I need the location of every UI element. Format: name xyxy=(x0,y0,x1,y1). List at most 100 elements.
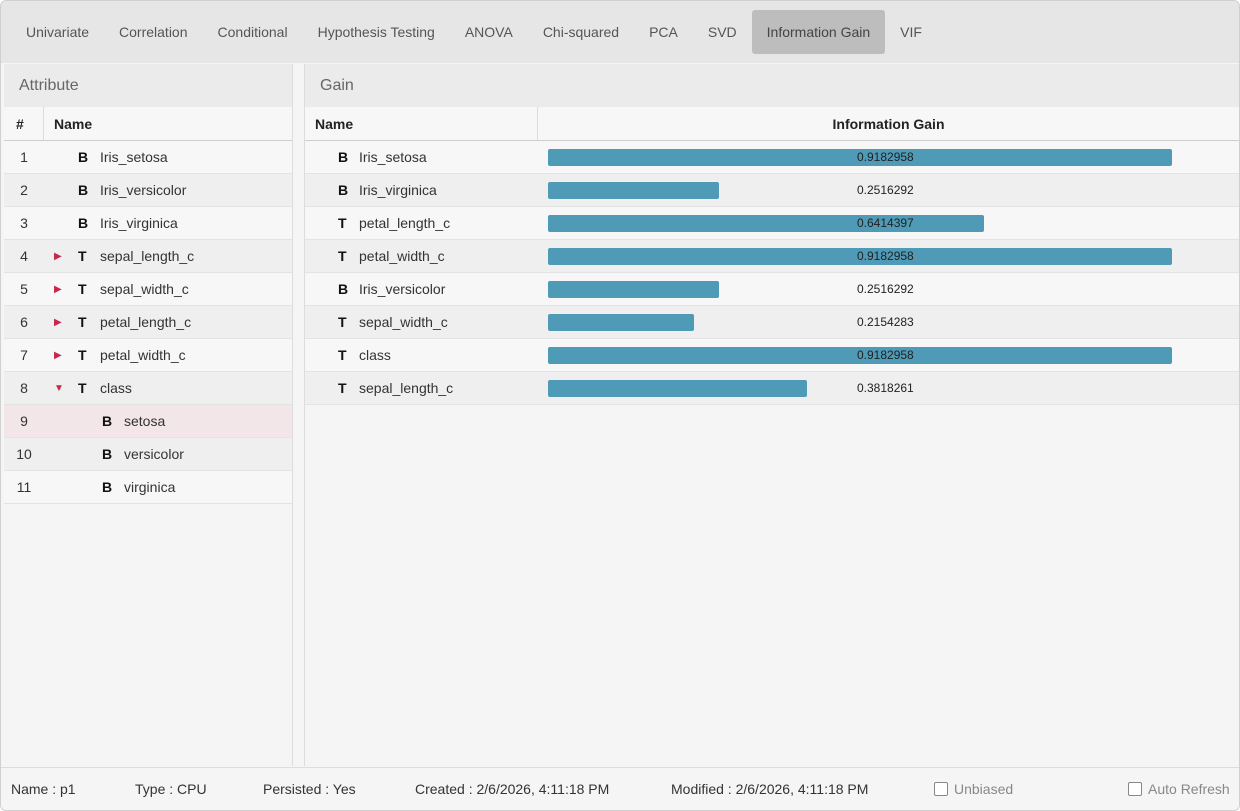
column-header-name[interactable]: Name xyxy=(305,107,538,140)
auto-refresh-checkbox[interactable]: Auto Refresh xyxy=(1128,781,1230,797)
auto-refresh-label: Auto Refresh xyxy=(1148,781,1230,797)
unbiased-checkbox[interactable]: Unbiased xyxy=(934,781,1013,797)
gain-bar-track xyxy=(548,347,1173,364)
attribute-type-badge: T xyxy=(78,281,87,297)
gain-row[interactable]: B Iris_versicolor 0.2516292 xyxy=(305,273,1239,306)
attribute-type-badge: T xyxy=(338,347,347,363)
attribute-row[interactable]: 3 B Iris_virginica xyxy=(4,207,292,240)
gain-bar xyxy=(548,380,808,397)
attribute-type-badge: B xyxy=(78,182,89,198)
attribute-type-badge: B xyxy=(102,413,113,429)
attribute-name: sepal_width_c xyxy=(359,314,448,330)
expand-arrow-icon[interactable]: ▶ xyxy=(54,349,62,361)
gain-value: 0.2516292 xyxy=(857,282,914,296)
gain-row[interactable]: B Iris_virginica 0.2516292 xyxy=(305,174,1239,207)
tab-correlation[interactable]: Correlation xyxy=(119,24,188,40)
attribute-name: petal_width_c xyxy=(100,347,186,363)
column-header-information-gain[interactable]: Information Gain xyxy=(832,115,945,132)
attribute-name: class xyxy=(359,347,391,363)
tab-anova[interactable]: ANOVA xyxy=(464,24,513,40)
expand-arrow-icon[interactable]: ▶ xyxy=(54,316,62,328)
attribute-name: petal_length_c xyxy=(359,215,451,231)
gain-bar-track xyxy=(548,182,1173,199)
gain-bar xyxy=(548,314,695,331)
row-number: 7 xyxy=(20,347,28,363)
attribute-name: petal_length_c xyxy=(100,314,192,330)
tab-hypothesis-testing[interactable]: Hypothesis Testing xyxy=(317,24,435,40)
collapse-arrow-icon[interactable]: ▼ xyxy=(54,382,64,394)
attribute-name: Iris_setosa xyxy=(359,149,427,165)
attribute-row[interactable]: 2 B Iris_versicolor xyxy=(4,174,292,207)
gain-row[interactable]: B Iris_setosa 0.9182958 xyxy=(305,141,1239,174)
tab-chi-squared[interactable]: Chi-squared xyxy=(542,24,620,40)
attribute-name: sepal_length_c xyxy=(100,248,195,264)
row-number: 1 xyxy=(20,149,28,165)
tab-univariate[interactable]: Univariate xyxy=(26,24,90,40)
gain-bar-track xyxy=(548,380,1173,397)
attribute-type-badge: T xyxy=(338,248,347,264)
tab-conditional[interactable]: Conditional xyxy=(217,24,288,40)
tab-svd[interactable]: SVD xyxy=(707,24,737,40)
tab-information-gain[interactable]: Information Gain xyxy=(751,10,886,54)
attribute-table-header: # Name xyxy=(4,107,292,141)
gain-value: 0.9182958 xyxy=(857,348,914,362)
tab-pca[interactable]: PCA xyxy=(649,24,678,40)
attribute-type-badge: B xyxy=(102,479,113,495)
expand-arrow-icon[interactable]: ▶ xyxy=(54,283,62,295)
expand-arrow-icon[interactable]: ▶ xyxy=(54,250,62,262)
gain-bar xyxy=(548,215,984,232)
row-number: 8 xyxy=(20,380,28,396)
gain-bar xyxy=(548,248,1172,265)
gain-panel-title: Gain xyxy=(305,64,1239,107)
attribute-row[interactable]: 1 B Iris_setosa xyxy=(4,141,292,174)
gain-bar-track xyxy=(548,314,1173,331)
column-header-number[interactable]: # xyxy=(4,107,44,140)
gain-bar-track xyxy=(548,215,1173,232)
column-header-name[interactable]: Name xyxy=(54,115,93,132)
attribute-type-badge: T xyxy=(78,347,87,363)
gain-bar-track xyxy=(548,149,1173,166)
gain-list: B Iris_setosa 0.9182958 B Iris_virginica 0.25… xyxy=(305,141,1239,405)
row-number: 5 xyxy=(20,281,28,297)
attribute-name: setosa xyxy=(124,413,166,429)
row-number: 3 xyxy=(20,215,28,231)
gain-table-header: Name Information Gain xyxy=(305,107,1239,141)
attribute-type-badge: B xyxy=(78,215,89,231)
checkbox-box-icon[interactable] xyxy=(1128,782,1142,796)
attribute-name: Iris_versicolor xyxy=(359,281,446,297)
tab-vif[interactable]: VIF xyxy=(900,24,922,40)
tab-bar: Univariate Correlation Conditional Hypothes… xyxy=(1,1,1239,63)
gain-bar xyxy=(548,281,719,298)
attribute-name: petal_width_c xyxy=(359,248,445,264)
attribute-name: Iris_virginica xyxy=(100,215,178,231)
attribute-type-badge: T xyxy=(338,314,347,330)
attribute-panel-title: Attribute xyxy=(4,64,292,107)
gain-value: 0.6414397 xyxy=(857,216,914,230)
footer-name: Name : p1 xyxy=(11,781,76,797)
attribute-panel: Attribute # Name 1 B Iris_setosa 2 B Iris_ver… xyxy=(4,64,293,766)
checkbox-box-icon[interactable] xyxy=(934,782,948,796)
attribute-name: Iris_versicolor xyxy=(100,182,187,198)
attribute-type-badge: T xyxy=(78,380,87,396)
gain-bar-track xyxy=(548,248,1173,265)
gain-value: 0.2516292 xyxy=(857,183,914,197)
attribute-name: Iris_virginica xyxy=(359,182,437,198)
gain-bar xyxy=(548,182,719,199)
footer-type: Type : CPU xyxy=(135,781,207,797)
gain-bar xyxy=(548,149,1172,166)
attribute-name: versicolor xyxy=(124,446,184,462)
attribute-type-badge: B xyxy=(338,182,349,198)
